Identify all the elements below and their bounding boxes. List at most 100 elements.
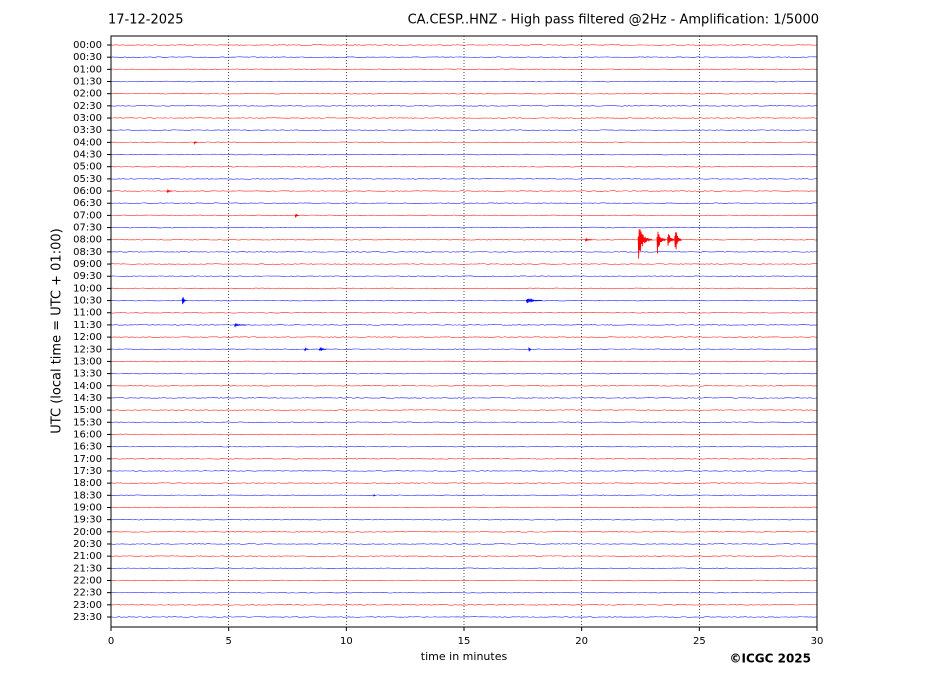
chart-title: CA.CESP..HNZ - High pass filtered @2Hz -… <box>408 13 819 28</box>
trace <box>110 506 818 509</box>
burst <box>166 188 173 194</box>
row-label: 20:30 <box>73 539 102 550</box>
trace <box>110 299 818 302</box>
trace <box>110 117 818 119</box>
row-label: 14:00 <box>73 381 102 392</box>
row-label: 21:30 <box>73 563 102 574</box>
trace <box>110 470 818 472</box>
trace <box>110 555 818 557</box>
trace <box>110 421 818 423</box>
row-label: 12:00 <box>73 332 102 343</box>
burst <box>656 231 667 254</box>
row-label: 14:30 <box>73 393 102 404</box>
row-label: 12:30 <box>73 344 102 355</box>
trace <box>110 458 818 460</box>
trace <box>110 482 818 484</box>
x-tick-label: 10 <box>340 636 353 647</box>
trace <box>110 153 818 156</box>
trace <box>110 385 818 387</box>
trace <box>110 494 818 497</box>
row-label: 03:30 <box>73 125 102 136</box>
row-label: 04:30 <box>73 150 102 161</box>
date-title: 17-12-2025 <box>108 13 184 28</box>
trace <box>110 312 818 314</box>
trace <box>110 287 818 290</box>
burst <box>584 237 593 243</box>
x-axis-label: time in minutes <box>421 650 508 663</box>
row-label: 15:30 <box>73 417 102 428</box>
trace <box>110 239 818 241</box>
row-label: 01:30 <box>73 77 102 88</box>
row-label: 11:30 <box>73 320 102 331</box>
row-label: 19:30 <box>73 515 102 526</box>
trace <box>110 105 818 107</box>
row-label: 08:00 <box>73 235 102 246</box>
row-label: 08:30 <box>73 247 102 258</box>
x-tick-label: 30 <box>811 636 824 647</box>
x-tick-label: 0 <box>108 636 114 647</box>
row-label: 17:30 <box>73 466 102 477</box>
row-label: 18:00 <box>73 478 102 489</box>
row-label: 11:00 <box>73 308 102 319</box>
row-label: 20:00 <box>73 527 102 538</box>
trace <box>110 178 818 180</box>
trace <box>110 604 818 606</box>
burst <box>528 347 532 352</box>
trace <box>110 579 818 582</box>
trace <box>110 543 818 545</box>
trace <box>110 44 818 46</box>
row-label: 18:30 <box>73 490 102 501</box>
trace <box>110 263 818 265</box>
row-label: 21:00 <box>73 551 102 562</box>
row-label: 01:00 <box>73 64 102 75</box>
trace <box>110 202 818 204</box>
trace <box>110 129 818 131</box>
trace <box>110 165 818 168</box>
trace <box>110 397 818 399</box>
burst <box>181 297 186 305</box>
row-label: 00:30 <box>73 52 102 63</box>
burst <box>637 229 653 259</box>
trace <box>110 214 818 217</box>
row-label: 23:00 <box>73 600 102 611</box>
trace <box>110 141 818 144</box>
row-label: 23:30 <box>73 612 102 623</box>
row-label: 22:00 <box>73 575 102 586</box>
trace <box>110 616 818 618</box>
burst <box>674 232 682 250</box>
trace <box>110 336 818 338</box>
burst <box>294 213 299 218</box>
trace <box>110 518 818 521</box>
trace <box>110 92 818 95</box>
row-label: 16:30 <box>73 442 102 453</box>
row-label: 22:30 <box>73 588 102 599</box>
row-label: 05:00 <box>73 162 102 173</box>
row-label: 17:00 <box>73 454 102 465</box>
trace <box>110 348 818 350</box>
burst <box>373 494 376 497</box>
burst <box>667 234 675 246</box>
row-label: 10:30 <box>73 296 102 307</box>
row-label: 09:30 <box>73 271 102 282</box>
trace <box>110 360 818 363</box>
burst <box>234 322 247 328</box>
trace <box>110 591 818 594</box>
trace <box>110 226 818 229</box>
burst <box>193 140 198 145</box>
trace <box>110 68 818 71</box>
trace <box>110 409 818 411</box>
row-label: 13:30 <box>73 369 102 380</box>
row-label: 06:00 <box>73 186 102 197</box>
row-label: 04:00 <box>73 137 102 148</box>
row-label: 15:00 <box>73 405 102 416</box>
row-label: 07:30 <box>73 223 102 234</box>
x-tick-label: 5 <box>225 636 231 647</box>
trace <box>110 251 818 253</box>
trace <box>110 433 818 436</box>
row-label: 13:00 <box>73 356 102 367</box>
row-label: 07:00 <box>73 210 102 221</box>
row-label: 02:00 <box>73 89 102 100</box>
row-label: 16:00 <box>73 429 102 440</box>
trace <box>110 531 818 533</box>
